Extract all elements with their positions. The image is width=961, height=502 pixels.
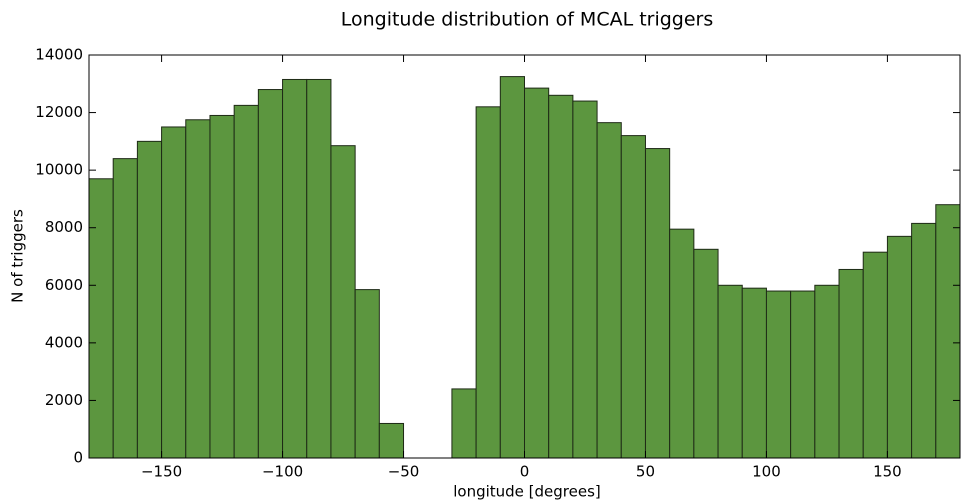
y-tick-label: 2000 — [45, 391, 83, 409]
bar — [475, 106, 501, 459]
bar — [161, 126, 187, 459]
x-tick-label: 100 — [752, 463, 781, 481]
bar — [911, 222, 937, 459]
bar — [378, 422, 405, 459]
bar — [136, 140, 163, 459]
bar — [354, 289, 380, 459]
y-tick-label: 6000 — [45, 276, 83, 294]
x-tick-label: −150 — [141, 463, 182, 481]
x-tick-label: 150 — [873, 463, 902, 481]
bar — [257, 89, 284, 459]
x-tick-label: 0 — [520, 463, 530, 481]
y-tick-label: 10000 — [35, 161, 83, 179]
bar — [306, 78, 332, 459]
y-axis-label: N of triggers — [9, 209, 27, 303]
bar — [185, 119, 211, 459]
bar — [717, 284, 743, 459]
bar — [233, 104, 259, 459]
bar — [862, 251, 888, 459]
bar — [451, 388, 477, 459]
bar — [112, 158, 138, 459]
x-tick-label: −100 — [262, 463, 303, 481]
bar — [499, 76, 525, 459]
bar — [693, 248, 719, 459]
x-tick-label: 50 — [636, 463, 655, 481]
bar — [548, 94, 574, 459]
bar — [838, 268, 864, 459]
bar — [282, 78, 308, 459]
y-tick-label: 14000 — [35, 46, 83, 64]
bar — [741, 287, 767, 459]
bar — [572, 100, 598, 459]
bar — [935, 204, 961, 459]
x-tick-label: −50 — [388, 463, 420, 481]
chart-title: Longitude distribution of MCAL triggers — [341, 9, 714, 31]
x-axis-label: longitude [degrees] — [453, 483, 601, 501]
bar — [644, 148, 671, 459]
bar — [886, 235, 913, 459]
bar — [524, 87, 550, 459]
y-tick-label: 12000 — [35, 103, 83, 121]
bar — [765, 290, 792, 459]
bar — [620, 135, 646, 459]
bar — [596, 122, 622, 459]
bar — [209, 114, 235, 459]
bar — [88, 178, 114, 459]
bar — [790, 290, 816, 459]
bar — [669, 228, 695, 459]
y-tick-label: 4000 — [45, 333, 83, 351]
y-tick-label: 0 — [73, 449, 83, 467]
bar — [330, 145, 356, 459]
y-tick-label: 8000 — [45, 218, 83, 236]
bar — [814, 284, 840, 459]
